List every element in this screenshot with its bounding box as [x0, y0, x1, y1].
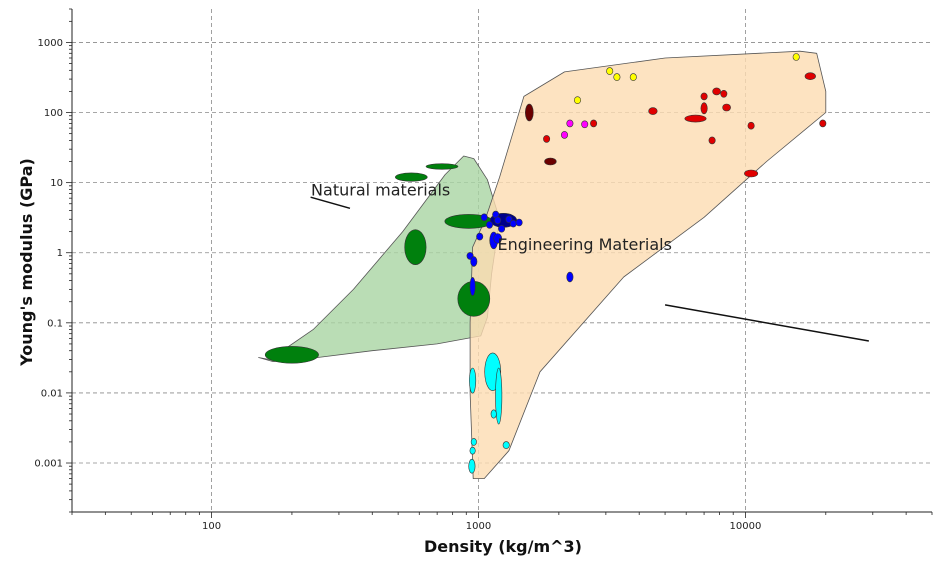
- data-point: [515, 218, 523, 227]
- data-point: [394, 172, 428, 182]
- material-envelopes: [258, 50, 827, 479]
- y-tick-label: 100: [44, 108, 63, 119]
- annotations: Natural materials Engineering Materials: [310, 181, 869, 342]
- natural-materials-label: Natural materials: [311, 181, 450, 200]
- data-point: [722, 103, 731, 112]
- y-tick-label: 10: [50, 178, 63, 189]
- data-point: [493, 233, 503, 244]
- data-point: [502, 441, 510, 449]
- data-point: [629, 73, 637, 81]
- data-point: [495, 367, 503, 425]
- data-point: [480, 213, 488, 222]
- data-point: [573, 96, 581, 104]
- data-point: [613, 73, 621, 81]
- data-point: [494, 216, 502, 225]
- data-point: [469, 277, 476, 296]
- data-point: [720, 90, 728, 98]
- data-point: [498, 224, 506, 233]
- y-tick-label: 1: [57, 248, 63, 259]
- data-point: [819, 119, 827, 128]
- data-point: [581, 120, 589, 129]
- data-point: [606, 67, 614, 75]
- data-point: [490, 409, 497, 419]
- y-tick-label: 1000: [38, 38, 63, 49]
- y-tick-label: 0.1: [47, 318, 63, 329]
- data-point: [476, 232, 484, 241]
- data-point: [470, 438, 477, 446]
- data-points: [264, 53, 827, 474]
- data-point: [744, 169, 759, 178]
- data-point: [792, 53, 800, 61]
- data-point: [648, 107, 658, 115]
- annotation-leader-line: [310, 196, 351, 210]
- data-point: [804, 72, 816, 80]
- axes: 100 1000 10000 1000 100 10 1 0.1 0.01 0.001: [34, 8, 933, 532]
- x-tick-label: 1000: [466, 521, 491, 532]
- data-point: [712, 87, 721, 96]
- data-point: [509, 219, 517, 228]
- data-point: [264, 346, 319, 364]
- data-point: [468, 458, 476, 474]
- data-point: [544, 157, 557, 166]
- data-point: [485, 221, 493, 229]
- data-point: [543, 135, 551, 143]
- data-point: [684, 114, 707, 123]
- data-point: [700, 102, 708, 115]
- data-point: [524, 103, 534, 122]
- y-tick-label: 0.01: [41, 388, 63, 399]
- data-point: [404, 229, 427, 265]
- data-point: [590, 119, 598, 128]
- x-tick-label: 10000: [730, 521, 762, 532]
- data-point: [747, 121, 755, 130]
- data-point: [469, 367, 477, 394]
- data-point: [469, 446, 476, 455]
- engineering-materials-label: Engineering Materials: [498, 235, 672, 254]
- y-tick-label: 0.001: [34, 459, 63, 470]
- data-point: [700, 92, 708, 101]
- envelope-engineering-materials: [469, 50, 827, 479]
- x-axis-title: Density (kg/m^3): [424, 537, 582, 556]
- annotation-leader-line: [664, 304, 869, 342]
- data-point: [470, 256, 478, 267]
- y-axis-title: Young's modulus (GPa): [17, 158, 36, 367]
- data-point: [566, 271, 574, 283]
- data-point: [425, 163, 459, 170]
- data-point: [708, 136, 716, 145]
- data-point: [560, 131, 568, 139]
- data-point: [566, 119, 574, 128]
- x-tick-label: 100: [202, 521, 221, 532]
